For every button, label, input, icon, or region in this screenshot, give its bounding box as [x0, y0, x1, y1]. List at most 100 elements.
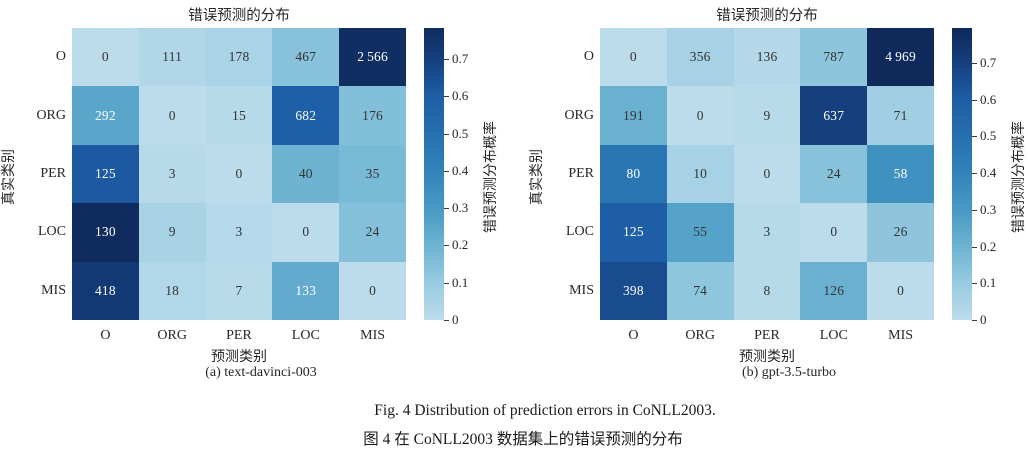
heatmap-cell: 136: [733, 28, 801, 87]
panel-a-xaxis-label: 预测类别: [211, 350, 267, 365]
heatmap-cell: 787: [800, 28, 868, 87]
heatmap-cell: 3: [205, 203, 273, 262]
heatmap-cell: 125: [600, 203, 667, 262]
row-label: MIS: [569, 282, 594, 298]
column-label: LOC: [819, 328, 848, 343]
heatmap-cell: 125: [72, 144, 139, 204]
heatmap-cell: 74: [666, 261, 734, 320]
heatmap-cell: 637: [800, 86, 868, 145]
colorbar-tick-mark: [444, 170, 449, 172]
heatmap-cell: 58: [867, 144, 934, 204]
heatmap-cell: 0: [733, 144, 801, 204]
panel-a-colorbar: [424, 28, 444, 320]
colorbar-tick-mark: [972, 99, 977, 101]
colorbar-tick-label: 0.7: [980, 54, 997, 70]
heatmap-cell: 0: [272, 203, 340, 262]
column-label: O: [100, 328, 111, 343]
column-label: PER: [754, 328, 780, 343]
colorbar-tick-mark: [444, 282, 449, 284]
colorbar-tick-label: 0.7: [452, 50, 469, 66]
colorbar-tick-mark: [444, 320, 449, 321]
heatmap-cell: 0: [72, 28, 139, 87]
heatmap-cell: 191: [600, 86, 667, 145]
row-label: MIS: [41, 282, 66, 298]
heatmap-cell: 111: [138, 28, 206, 87]
colorbar-tick-label: 0.2: [980, 238, 997, 254]
row-label: LOC: [566, 224, 594, 240]
colorbar-tick-label: 0.1: [452, 274, 469, 290]
figure-caption-english: Fig. 4 Distribution of prediction errors…: [374, 402, 716, 419]
heatmap-cell: 24: [800, 144, 868, 204]
heatmap-cell: 24: [339, 203, 406, 262]
colorbar-tick-label: 0.6: [980, 91, 997, 107]
heatmap-cell: 55: [666, 203, 734, 262]
heatmap-cell: 15: [205, 86, 273, 145]
heatmap-cell: 178: [205, 28, 273, 87]
column-label: ORG: [685, 328, 715, 343]
heatmap-cell: 35: [339, 144, 406, 204]
panel-b-subcaption: (b) gpt-3.5-turbo: [741, 365, 837, 380]
heatmap-cell: 7: [205, 261, 273, 320]
heatmap-cell: 0: [800, 203, 868, 262]
row-label: PER: [568, 166, 594, 181]
heatmap-cell: 4 969: [867, 28, 934, 87]
panel-b-colorbar-label: 错误预测分布概率: [1012, 121, 1027, 233]
heatmap-cell: 0: [205, 144, 273, 204]
colorbar-tick-label: 0.1: [980, 275, 997, 291]
colorbar-tick-mark: [972, 283, 977, 285]
colorbar-tick-mark: [972, 62, 977, 64]
colorbar-tick-mark: [444, 208, 449, 210]
colorbar-tick-label: 0.6: [452, 88, 469, 104]
colorbar-tick-mark: [444, 133, 449, 135]
row-label: ORG: [36, 107, 66, 123]
heatmap-cell: 0: [600, 28, 667, 87]
heatmap-panel-a: 错误预测的分布 真实类别 0 111 178 467 2 566 292 0 15 682 176…: [0, 0, 514, 400]
colorbar-tick-label: 0: [452, 312, 459, 327]
colorbar-tick-mark: [444, 58, 449, 60]
panel-b-xaxis-label: 预测类别: [739, 350, 795, 365]
heatmap-cell: 356: [666, 28, 734, 87]
row-label: O: [55, 49, 66, 65]
heatmap-cell: 0: [138, 86, 206, 145]
heatmap-cell: 0: [666, 86, 734, 145]
column-label: LOC: [291, 328, 320, 343]
row-label: LOC: [38, 224, 66, 240]
row-label: O: [583, 49, 594, 65]
colorbar-tick-label: 0: [980, 312, 987, 327]
panel-b-colorbar: [952, 28, 972, 320]
heatmap-cell: 26: [867, 203, 934, 262]
panel-b-title: 错误预测的分布: [716, 8, 818, 24]
heatmap-cell: 0: [339, 261, 406, 320]
panel-a-heatmap-grid: 0 111 178 467 2 566 292 0 15 682 176 125 3 0 40 35 130 9…: [72, 28, 406, 320]
heatmap-cell: 3: [138, 144, 206, 204]
colorbar-tick-label: 0.3: [452, 200, 469, 216]
heatmap-cell: 176: [339, 86, 406, 145]
heatmap-cell: 10: [666, 144, 734, 204]
heatmap-cell: 292: [72, 86, 139, 145]
row-label: PER: [40, 166, 66, 181]
colorbar-tick-label: 0.5: [452, 125, 469, 141]
colorbar-tick-label: 0.3: [980, 201, 997, 217]
row-label: ORG: [564, 107, 594, 123]
colorbar-tick-mark: [972, 209, 977, 211]
colorbar-tick-mark: [444, 96, 449, 98]
heatmap-cell: 9: [138, 203, 206, 262]
panel-a-title: 错误预测的分布: [188, 8, 290, 24]
heatmap-cell: 126: [800, 261, 868, 320]
figure-caption-chinese: 图 4 在 CoNLL2003 数据集上的错误预测的分布: [363, 431, 683, 448]
heatmap-cell: 467: [272, 28, 340, 87]
heatmap-cell: 133: [272, 261, 340, 320]
heatmap-panel-b: 错误预测的分布 真实类别 0 356 136 787 4 969 191 0 9 637 71 80…: [528, 0, 1028, 400]
heatmap-cell: 71: [867, 86, 934, 145]
colorbar-tick-label: 0.4: [980, 165, 997, 181]
heatmap-cell: 130: [72, 203, 139, 262]
heatmap-cell: 682: [272, 86, 340, 145]
heatmap-cell: 40: [272, 144, 340, 204]
colorbar-tick-mark: [972, 246, 977, 248]
colorbar-tick-mark: [444, 245, 449, 247]
heatmap-cell: 418: [72, 261, 139, 320]
column-label: PER: [226, 328, 252, 343]
colorbar-tick-label: 0.4: [452, 162, 469, 178]
colorbar-tick-mark: [972, 320, 977, 321]
